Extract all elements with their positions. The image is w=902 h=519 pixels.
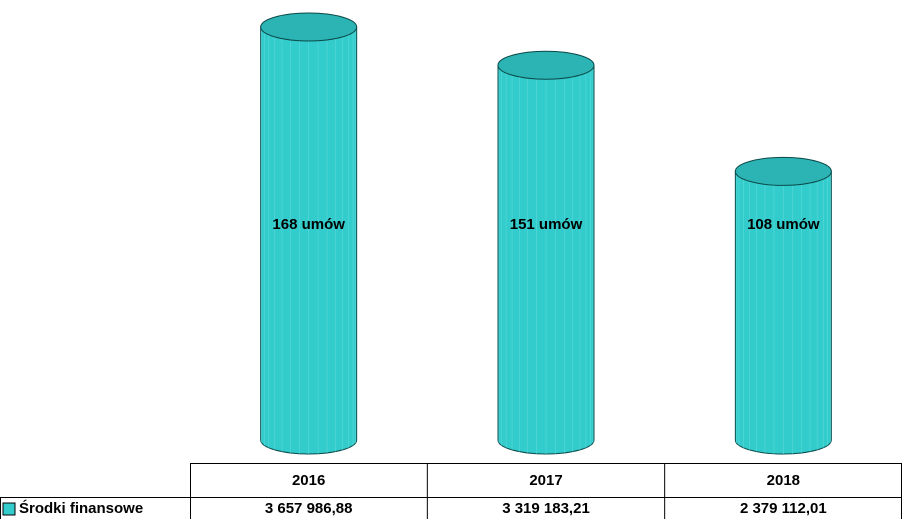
table-cell: 2 379 112,01 [740, 500, 827, 517]
annotation: 108 umów [747, 216, 820, 233]
table-header: 2016 [292, 472, 325, 489]
table-header: 2017 [529, 472, 562, 489]
table-cell: 3 319 183,21 [502, 500, 590, 517]
annotation: 151 umów [510, 216, 583, 233]
table-header: 2018 [767, 472, 800, 489]
annotation: 168 umów [272, 216, 345, 233]
cylinder-top [497, 50, 595, 80]
legend-swatch [2, 502, 16, 516]
table-cell: 3 657 986,88 [265, 500, 353, 517]
cylinder-top [734, 156, 832, 186]
legend-label: Środki finansowe [19, 499, 143, 517]
cylinder-top [260, 12, 358, 42]
